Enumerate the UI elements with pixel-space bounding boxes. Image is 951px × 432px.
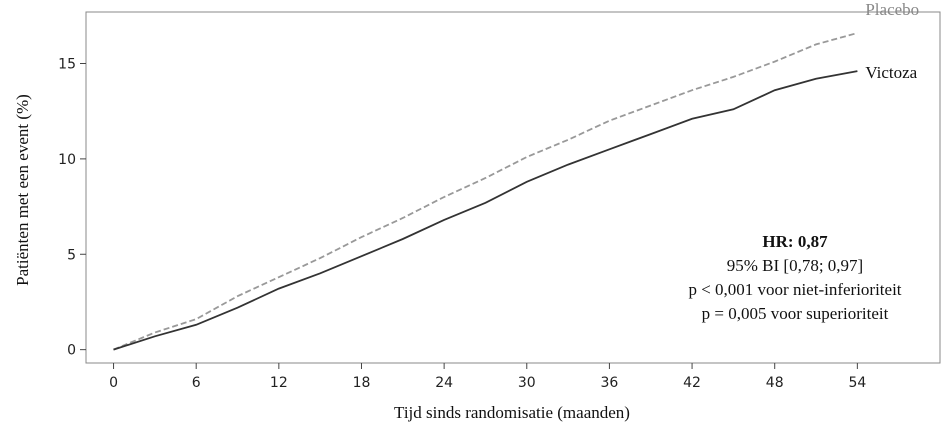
y-axis-label: Patiënten met een event (%)	[13, 94, 32, 286]
x-tick-label: 6	[192, 375, 201, 391]
annotation: 95% BI [0,78; 0,97]	[727, 256, 863, 275]
x-tick-label: 18	[353, 375, 371, 391]
y-tick-label: 5	[67, 247, 76, 263]
x-tick-label: 42	[683, 375, 701, 391]
x-tick-label: 24	[435, 375, 453, 391]
legend-label: Victoza	[865, 63, 917, 82]
series-line	[113, 32, 858, 351]
x-tick-label: 12	[270, 375, 288, 391]
x-axis-label: Tijd sinds randomisatie (maanden)	[394, 403, 630, 422]
x-tick-label: 30	[518, 375, 536, 391]
annotation: p < 0,001 voor niet-inferioriteit	[688, 280, 901, 299]
y-tick-label: 0	[67, 343, 76, 359]
x-tick-label: 48	[766, 375, 784, 391]
x-tick-label: 54	[848, 375, 866, 391]
x-tick-label: 0	[109, 375, 118, 391]
series-line	[113, 70, 858, 351]
plot-frame	[85, 11, 941, 364]
annotation: p = 0,005 voor superioriteit	[702, 304, 889, 323]
y-tick-label: 15	[58, 57, 76, 73]
y-tick-label: 10	[58, 152, 76, 168]
legend-label: Placebo	[865, 0, 919, 19]
annotation: HR: 0,87	[762, 232, 828, 251]
x-tick-label: 36	[601, 375, 619, 391]
